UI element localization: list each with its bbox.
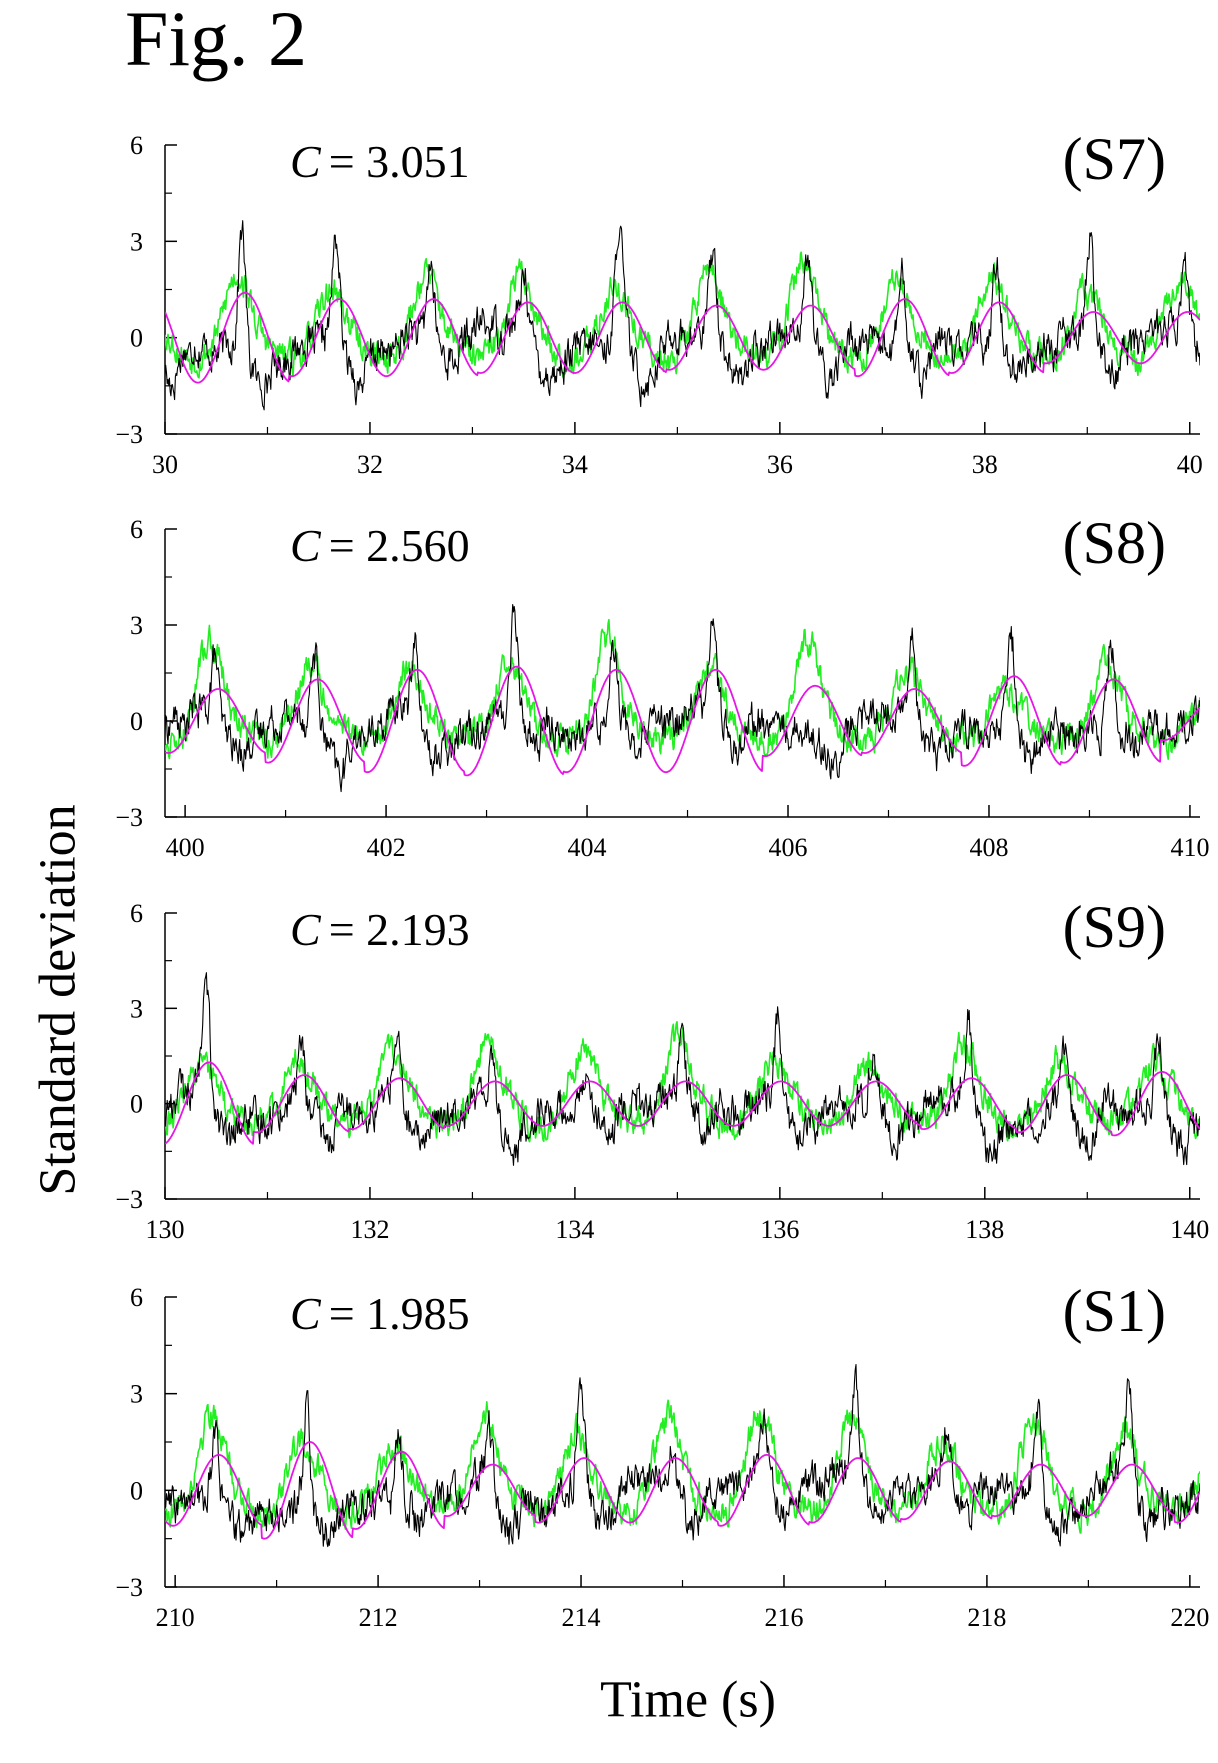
y-tick-label: −3 (115, 420, 143, 449)
x-tick-label: 400 (166, 833, 205, 862)
y-tick-label: 6 (130, 515, 143, 544)
c-annotation-var: C (290, 904, 322, 955)
panel-label: (S7) (1063, 126, 1166, 192)
x-tick-label: 138 (965, 1215, 1004, 1244)
series-line-green (165, 618, 1200, 761)
y-tick-label: 0 (130, 324, 143, 353)
x-tick-label: 38 (972, 450, 998, 479)
x-tick-label: 410 (1170, 833, 1209, 862)
series-line-black (165, 220, 1200, 411)
c-annotation-value: = 2.193 (329, 904, 470, 955)
c-annotation-value: = 3.051 (329, 136, 470, 187)
y-tick-label: 0 (130, 1476, 143, 1505)
c-annotation-var: C (290, 136, 322, 187)
y-tick-label: 6 (130, 131, 143, 160)
x-tick-label: 218 (967, 1603, 1006, 1632)
y-tick-label: −3 (115, 803, 143, 832)
c-annotation-value: = 1.985 (329, 1288, 470, 1339)
x-tick-label: 404 (568, 833, 607, 862)
y-tick-label: 6 (130, 1283, 143, 1312)
panel-label: (S8) (1063, 510, 1166, 576)
x-tick-label: 214 (562, 1603, 601, 1632)
x-tick-label: 140 (1170, 1215, 1209, 1244)
c-annotation: C = 1.985 (290, 1288, 470, 1339)
c-annotation-var: C (290, 520, 322, 571)
x-tick-label: 408 (969, 833, 1008, 862)
series-line-green (165, 1399, 1200, 1534)
x-tick-label: 40 (1177, 450, 1203, 479)
c-annotation-var: C (290, 1288, 322, 1339)
y-tick-label: 3 (130, 227, 143, 256)
x-tick-label: 216 (764, 1603, 803, 1632)
figure-title: Fig. 2 (125, 0, 308, 82)
x-axis-label: Time (s) (600, 1671, 776, 1729)
y-tick-label: 3 (130, 1380, 143, 1409)
c-annotation: C = 2.560 (290, 520, 470, 571)
x-tick-label: 36 (767, 450, 793, 479)
series-line-magenta (165, 291, 1200, 384)
y-tick-label: 3 (130, 611, 143, 640)
panel-s1: −3 0 3 6 210 212 214 216 218 220 C = 1.985 (S1) (115, 1278, 1209, 1632)
y-tick-label: −3 (115, 1185, 143, 1214)
c-annotation: C = 2.193 (290, 904, 470, 955)
x-tick-label: 210 (156, 1603, 195, 1632)
x-tick-label: 136 (760, 1215, 799, 1244)
x-tick-label: 32 (357, 450, 383, 479)
series-line-black (165, 603, 1200, 793)
series-line-green (165, 1020, 1200, 1143)
x-tick-label: 406 (769, 833, 808, 862)
series-line-magenta (165, 1061, 1200, 1145)
x-tick-label: 132 (350, 1215, 389, 1244)
x-tick-label: 130 (146, 1215, 185, 1244)
c-annotation: C = 3.051 (290, 136, 470, 187)
y-tick-label: 6 (130, 899, 143, 928)
x-tick-label: 212 (359, 1603, 398, 1632)
panel-s9: −3 0 3 6 130 132 134 136 138 140 C = 2.193 (S9) (115, 894, 1209, 1244)
c-annotation-value: = 2.560 (329, 520, 470, 571)
x-tick-label: 220 (1170, 1603, 1209, 1632)
panel-label: (S9) (1063, 894, 1166, 960)
y-tick-label: 0 (130, 1090, 143, 1119)
y-tick-label: 0 (130, 707, 143, 736)
x-tick-label: 134 (555, 1215, 594, 1244)
panel-label: (S1) (1063, 1278, 1166, 1344)
x-tick-label: 34 (562, 450, 588, 479)
series-line-magenta (165, 1441, 1200, 1540)
series-line-black (165, 972, 1200, 1166)
series-line-magenta (165, 665, 1200, 777)
y-tick-label: 3 (130, 994, 143, 1023)
panel-s8: −3 0 3 6 400 402 404 406 408 410 C = 2.560 (S8) (115, 510, 1209, 862)
series-line-black (165, 1364, 1200, 1548)
y-tick-label: −3 (115, 1573, 143, 1602)
x-tick-label: 402 (367, 833, 406, 862)
x-tick-label: 30 (152, 450, 178, 479)
